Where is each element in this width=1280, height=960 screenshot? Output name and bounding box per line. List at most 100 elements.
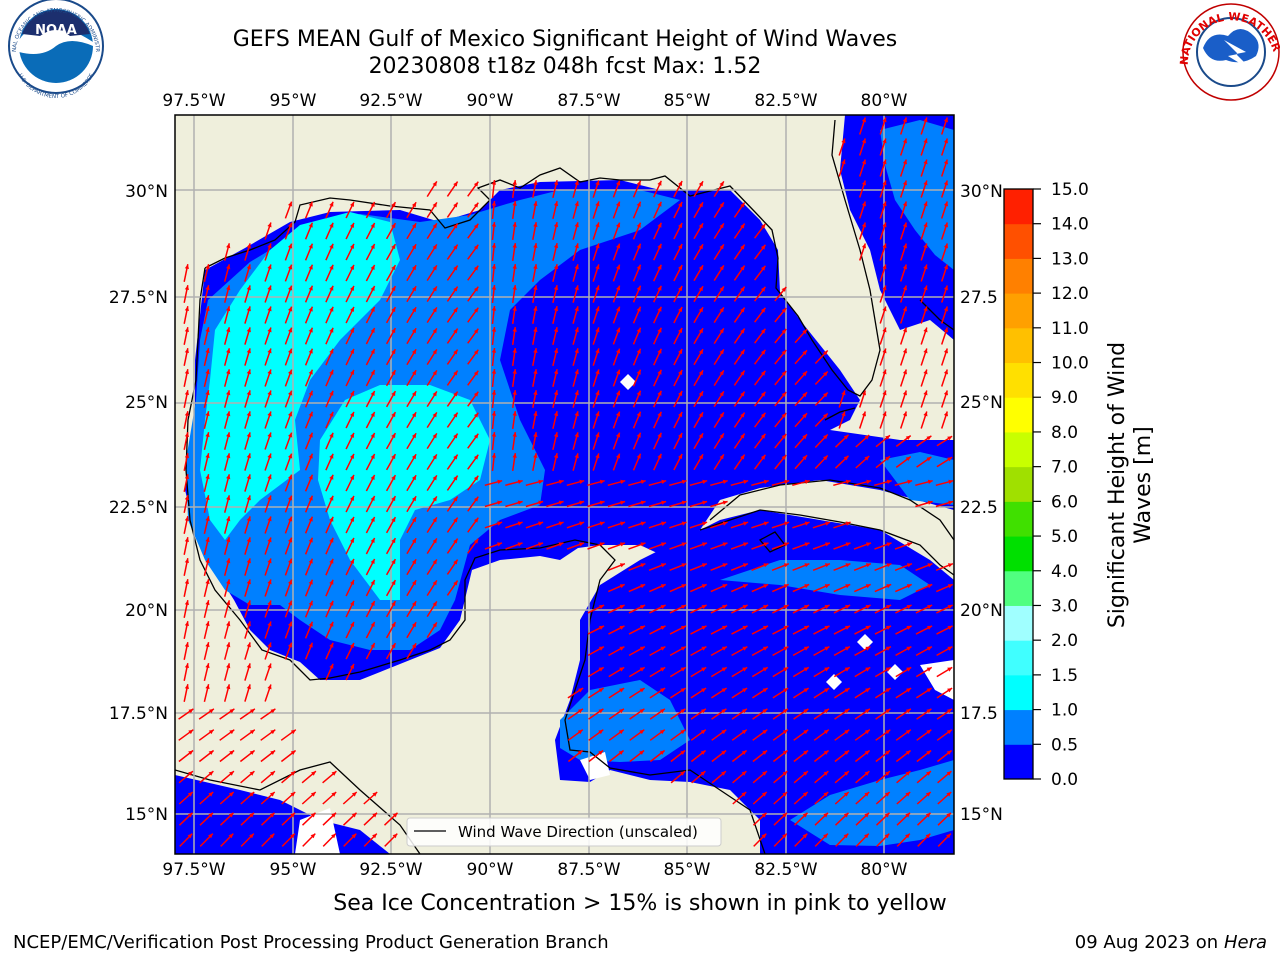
wave-arrow-head-icon xyxy=(947,688,953,693)
wave-arrow-head-icon xyxy=(722,479,728,484)
wave-arrow-head-icon xyxy=(288,432,293,438)
wave-arrow-head-icon xyxy=(205,411,210,417)
wave-arrow-head-icon xyxy=(619,584,625,589)
wave-arrow-head-icon xyxy=(803,771,808,776)
wave-arrow-head-icon xyxy=(308,495,313,501)
wave-arrow-head-icon xyxy=(701,688,707,693)
wave-arrow-head-icon xyxy=(636,348,641,354)
wave-arrow-head-icon xyxy=(205,621,210,627)
wave-arrow-head-icon xyxy=(249,750,255,755)
wave-arrow-head-icon xyxy=(411,349,417,355)
wave-arrow-head-icon xyxy=(246,264,251,270)
wave-arrow-head-icon xyxy=(553,453,559,459)
wave-arrow-head-icon xyxy=(943,243,948,249)
wave-arrow-head-icon xyxy=(781,329,787,334)
wave-arrow-head-icon xyxy=(350,642,354,648)
wave-arrow-head-icon xyxy=(350,600,354,606)
colorbar-tick-label: 7.0 xyxy=(1051,458,1078,478)
wave-arrow-head-icon xyxy=(308,474,313,480)
colorbar-swatch xyxy=(1004,744,1033,780)
wave-arrow-head-icon xyxy=(288,327,293,333)
wave-arrow-head-icon xyxy=(740,223,745,229)
wave-arrow-head-icon xyxy=(763,625,768,630)
wave-arrow-head-icon xyxy=(700,729,706,735)
wave-arrow-head-icon xyxy=(905,771,911,776)
wave-arrow-head-icon xyxy=(595,201,600,207)
wave-arrow-head-icon xyxy=(308,348,313,354)
wave-arrow-head-icon xyxy=(473,307,479,313)
wave-arrow-head-icon xyxy=(701,584,707,589)
wave-arrow-head-icon xyxy=(802,371,807,377)
wave-arrow-head-icon xyxy=(844,646,850,651)
wave-arrow-head-icon xyxy=(783,688,789,693)
colorbar-tick-label: 14.0 xyxy=(1051,215,1089,235)
wave-arrow-head-icon xyxy=(491,285,497,290)
wave-arrow-head-icon xyxy=(432,244,437,250)
wave-arrow-head-icon xyxy=(411,202,417,208)
wave-arrow-head-icon xyxy=(742,584,748,589)
wave-arrow-head-icon xyxy=(491,180,497,185)
wave-arrow-head-icon xyxy=(411,601,417,607)
wave-arrow-head-icon xyxy=(760,454,766,460)
wave-arrow-head-icon xyxy=(824,563,830,568)
wave-arrow-head-icon xyxy=(370,622,375,627)
colorbar-tick-label: 8.0 xyxy=(1051,423,1078,443)
wave-arrow-head-icon xyxy=(595,348,600,354)
wave-arrow-head-icon xyxy=(267,285,272,291)
wave-arrow-head-icon xyxy=(884,812,890,818)
wave-arrow-head-icon xyxy=(391,622,396,628)
wave-arrow-head-icon xyxy=(372,812,377,818)
wave-arrow-head-icon xyxy=(824,646,830,651)
wave-arrow-head-icon xyxy=(473,475,479,481)
wave-arrow-head-icon xyxy=(946,792,952,797)
wave-arrow-head-icon xyxy=(844,688,850,693)
wave-arrow-head-icon xyxy=(882,180,887,186)
wave-arrow-head-icon xyxy=(453,475,458,481)
wave-arrow-head-icon xyxy=(453,391,458,397)
wave-arrow-head-icon xyxy=(721,708,727,714)
wave-arrow-head-icon xyxy=(719,286,724,292)
wave-arrow-head-icon xyxy=(229,771,234,776)
wave-arrow-head-icon xyxy=(843,833,849,839)
wave-arrow-head-icon xyxy=(411,223,417,229)
wave-arrow-head-icon xyxy=(453,349,458,355)
colorbar-swatch xyxy=(1004,327,1033,364)
wave-arrow-head-icon xyxy=(453,454,458,460)
wave-arrow-head-icon xyxy=(392,833,398,839)
wave-arrow-head-icon xyxy=(640,542,646,547)
wave-arrow-head-icon xyxy=(574,264,579,270)
wave-arrow-head-icon xyxy=(553,201,559,207)
wave-arrow-head-icon xyxy=(288,495,293,501)
wave-arrow-head-icon xyxy=(781,350,787,355)
wave-arrow-head-icon xyxy=(184,348,189,353)
wave-arrow-head-icon xyxy=(267,306,272,312)
wave-arrow-head-icon xyxy=(184,579,189,584)
wave-arrow-head-icon xyxy=(574,306,579,312)
wave-arrow-head-icon xyxy=(947,646,953,651)
wave-arrow-head-icon xyxy=(574,285,579,291)
wave-arrow-head-icon xyxy=(391,475,396,481)
wave-arrow-head-icon xyxy=(882,390,887,396)
wave-arrow-head-icon xyxy=(308,222,313,228)
wave-arrow-head-icon xyxy=(595,222,600,228)
wave-arrow-head-icon xyxy=(943,327,948,333)
wave-arrow-head-icon xyxy=(741,729,747,735)
wave-arrow-head-icon xyxy=(184,474,189,479)
wave-arrow-head-icon xyxy=(902,390,907,396)
lat-lon-grid xyxy=(175,115,954,854)
wave-arrow-head-icon xyxy=(453,580,458,586)
wave-arrow-head-icon xyxy=(882,306,887,312)
wave-arrow-head-icon xyxy=(902,306,907,312)
wave-arrow-head-icon xyxy=(491,432,497,437)
wave-arrow-head-icon xyxy=(432,496,437,502)
wave-arrow-head-icon xyxy=(783,625,789,630)
wave-arrow-head-icon xyxy=(205,642,210,648)
wave-arrow-head-icon xyxy=(784,521,790,526)
wave-arrow-head-icon xyxy=(226,432,231,438)
wave-arrow-head-icon xyxy=(598,708,604,714)
wave-arrow-head-icon xyxy=(308,432,313,438)
wave-arrow-head-icon xyxy=(205,516,210,522)
wave-arrow-head-icon xyxy=(290,729,296,735)
wave-arrow-head-icon xyxy=(845,584,851,589)
wave-arrow-head-icon xyxy=(184,327,189,332)
